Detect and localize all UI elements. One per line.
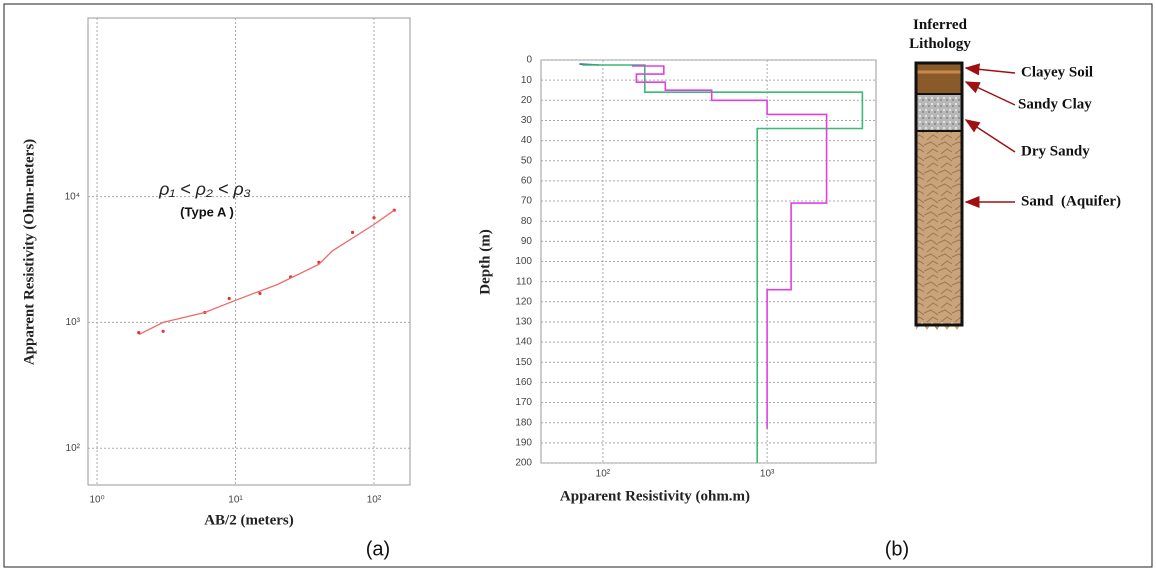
x-tick-label: 10³ <box>760 469 775 480</box>
y-tick-label: 70 <box>521 196 533 207</box>
y-tick-label: 120 <box>515 296 532 307</box>
y-tick-label: 10² <box>66 443 81 454</box>
layer-sand <box>916 132 962 330</box>
data-point <box>137 330 141 335</box>
lithology-label: Sand (Aquifer) <box>1021 193 1121 209</box>
x-tick-label: 10⁰ <box>89 495 104 506</box>
lithology-label: Sandy Clay <box>1018 96 1092 112</box>
plot-area <box>87 17 411 486</box>
y-tick-label: 190 <box>515 437 532 448</box>
y-tick-label: 160 <box>515 377 532 388</box>
annotation: ρ₁ < ρ₂ < ρ₃ <box>158 179 251 199</box>
y-tick-label: 50 <box>521 155 533 166</box>
lithology-arrows <box>964 63 1016 208</box>
y-tick-label: 10 <box>521 75 533 86</box>
y-tick-label: 30 <box>521 115 533 126</box>
data-point <box>372 216 376 220</box>
caption: (b) <box>885 538 909 560</box>
y-tick-label: 180 <box>515 417 532 428</box>
layer-clayey-soil <box>916 63 962 93</box>
lithology-label: Clayey Soil <box>1021 64 1093 80</box>
y-tick-label: 80 <box>521 216 533 227</box>
y-axis-label: Apparent Resistivity (Ohm-meters) <box>21 139 37 365</box>
data-line <box>582 64 864 463</box>
plot-area <box>540 59 877 464</box>
y-tick-label: 150 <box>515 357 532 368</box>
layer-sandy-clay <box>916 95 962 131</box>
y-tick-label: 10³ <box>66 317 81 328</box>
y-axis-label: Depth (m) <box>477 229 493 294</box>
y-tick-label: 40 <box>521 135 533 146</box>
x-tick-label: 10² <box>367 495 382 506</box>
x-axis-label: Apparent Resistivity (ohm.m) <box>560 488 750 504</box>
y-tick-label: 130 <box>515 317 532 328</box>
lithology-title: Inferred Lithology <box>909 17 971 52</box>
x-axis-label: AB/2 (meters) <box>204 512 294 528</box>
y-tick-label: 10⁴ <box>65 191 80 202</box>
y-tick-label: 200 <box>515 458 532 469</box>
y-tick-label: 20 <box>521 95 533 106</box>
data-point <box>350 230 355 234</box>
data-point <box>161 329 165 333</box>
data-line <box>631 65 828 429</box>
data-line <box>138 209 395 336</box>
y-tick-label: 170 <box>515 397 532 408</box>
y-tick-label: 140 <box>515 337 532 348</box>
y-tick-label: 100 <box>515 256 532 267</box>
x-tick-label: 10¹ <box>228 495 243 506</box>
data-point <box>258 291 262 296</box>
y-tick-label: 60 <box>521 176 533 187</box>
y-tick-label: 0 <box>526 55 532 66</box>
x-tick-label: 10² <box>596 469 611 480</box>
caption: (a) <box>366 538 390 560</box>
y-tick-label: 90 <box>521 236 533 247</box>
subtitle: (Type A ) <box>180 204 234 219</box>
lithology-label: Dry Sandy <box>1021 143 1090 159</box>
figure-border <box>3 3 1153 568</box>
y-tick-label: 110 <box>516 276 532 287</box>
lithology-column <box>914 61 964 330</box>
data-point <box>227 296 231 301</box>
